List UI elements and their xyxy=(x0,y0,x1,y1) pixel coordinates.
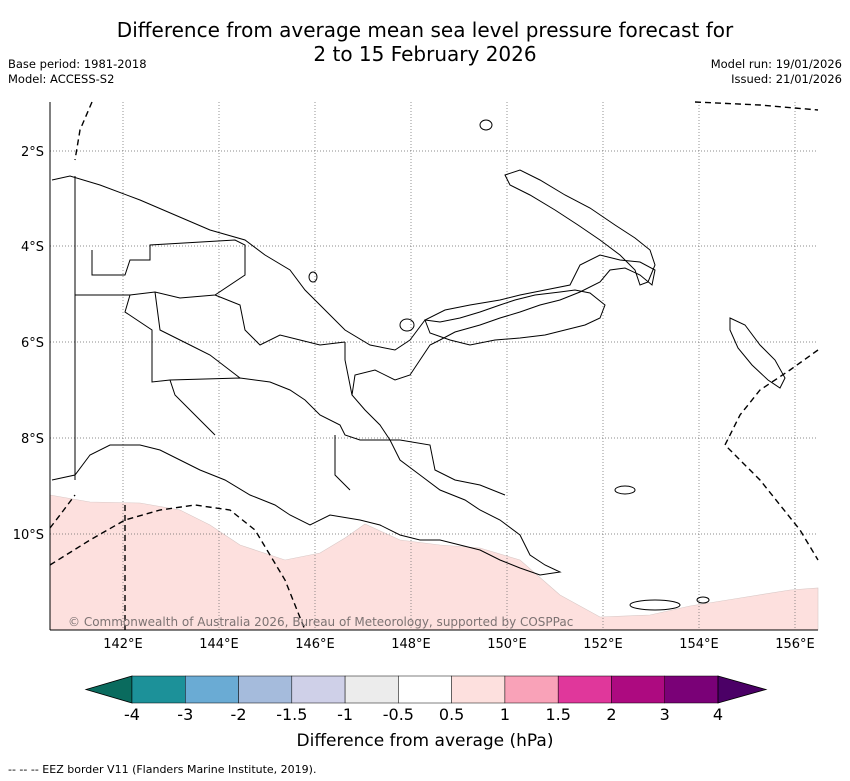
latitude-label: 6°S xyxy=(21,336,44,351)
latitude-label: 2°S xyxy=(21,145,44,160)
colorbar-tick: 4 xyxy=(712,705,724,724)
model-run: Model run: 19/01/2026 xyxy=(710,57,842,71)
latitude-label: 8°S xyxy=(21,432,44,447)
colorbar-tick: 3 xyxy=(659,705,670,724)
colorbar-segment xyxy=(398,675,452,704)
longitude-labels: 142°E 144°E 146°E 148°E 150°E 152°E 154°E 156°E xyxy=(103,637,815,652)
latitude-labels: 2°S 4°S 6°S 8°S 10°S xyxy=(13,145,44,543)
colorbar-segment xyxy=(344,675,399,704)
meta-right: Model run: 19/01/2026 Issued: 21/01/2026 xyxy=(711,57,842,87)
colorbar xyxy=(84,675,768,704)
colorbar-segment xyxy=(557,675,612,704)
map-gridlines xyxy=(50,102,818,630)
longitude-label: 148°E xyxy=(391,637,431,652)
longitude-label: 154°E xyxy=(679,637,719,652)
colorbar-label: Difference from average (hPa) xyxy=(296,731,554,751)
copyright-notice: © Commonwealth of Australia 2026, Bureau… xyxy=(68,615,573,629)
longitude-label: 156°E xyxy=(775,637,815,652)
colorbar-segment xyxy=(611,675,665,704)
colorbar-segment xyxy=(451,675,506,704)
colorbar-tick: -2 xyxy=(230,705,247,724)
title-line-2: 2 to 15 February 2026 xyxy=(313,42,537,66)
coastline xyxy=(51,119,786,611)
colorbar-tick: 1.5 xyxy=(545,705,571,724)
chart-title: Difference from average mean sea level p… xyxy=(0,18,850,66)
colorbar-extend-low xyxy=(84,675,133,704)
longitude-label: 150°E xyxy=(487,637,527,652)
colorbar-segment xyxy=(504,675,559,704)
colorbar-tick: 1 xyxy=(499,705,510,724)
title-line-1: Difference from average mean sea level p… xyxy=(116,18,734,42)
colorbar-tick: -1.5 xyxy=(276,705,308,724)
longitude-label: 152°E xyxy=(583,637,623,652)
eez-footnote: -- -- -- EEZ border V11 (Flanders Marine… xyxy=(8,763,317,776)
base-period: Base period: 1981-2018 xyxy=(8,57,147,71)
eez-borders xyxy=(49,101,819,631)
colorbar-tick: -1 xyxy=(337,705,354,724)
pressure-anomaly-area xyxy=(49,494,819,631)
colorbar-tick: 2 xyxy=(606,705,617,724)
colorbar-segment xyxy=(664,675,719,704)
colorbar-tick: -0.5 xyxy=(382,705,414,724)
colorbar-tick: 0.5 xyxy=(438,705,465,724)
colorbar-segment xyxy=(185,675,239,704)
colorbar-segment xyxy=(291,675,346,704)
meta-left: Base period: 1981-2018 Model: ACCESS-S2 xyxy=(8,57,147,87)
colorbar-tick: -3 xyxy=(177,705,194,724)
colorbar-extend-high xyxy=(717,675,768,704)
colorbar-segment xyxy=(131,675,186,704)
latitude-label: 4°S xyxy=(21,240,44,255)
longitude-label: 142°E xyxy=(103,637,143,652)
longitude-label: 144°E xyxy=(199,637,239,652)
latitude-label: 10°S xyxy=(13,528,44,543)
longitude-label: 146°E xyxy=(295,637,335,652)
model-name: Model: ACCESS-S2 xyxy=(8,72,115,86)
colorbar-tick: -4 xyxy=(124,705,140,724)
issued-date: Issued: 21/01/2026 xyxy=(731,72,842,86)
colorbar-segment xyxy=(238,675,293,704)
